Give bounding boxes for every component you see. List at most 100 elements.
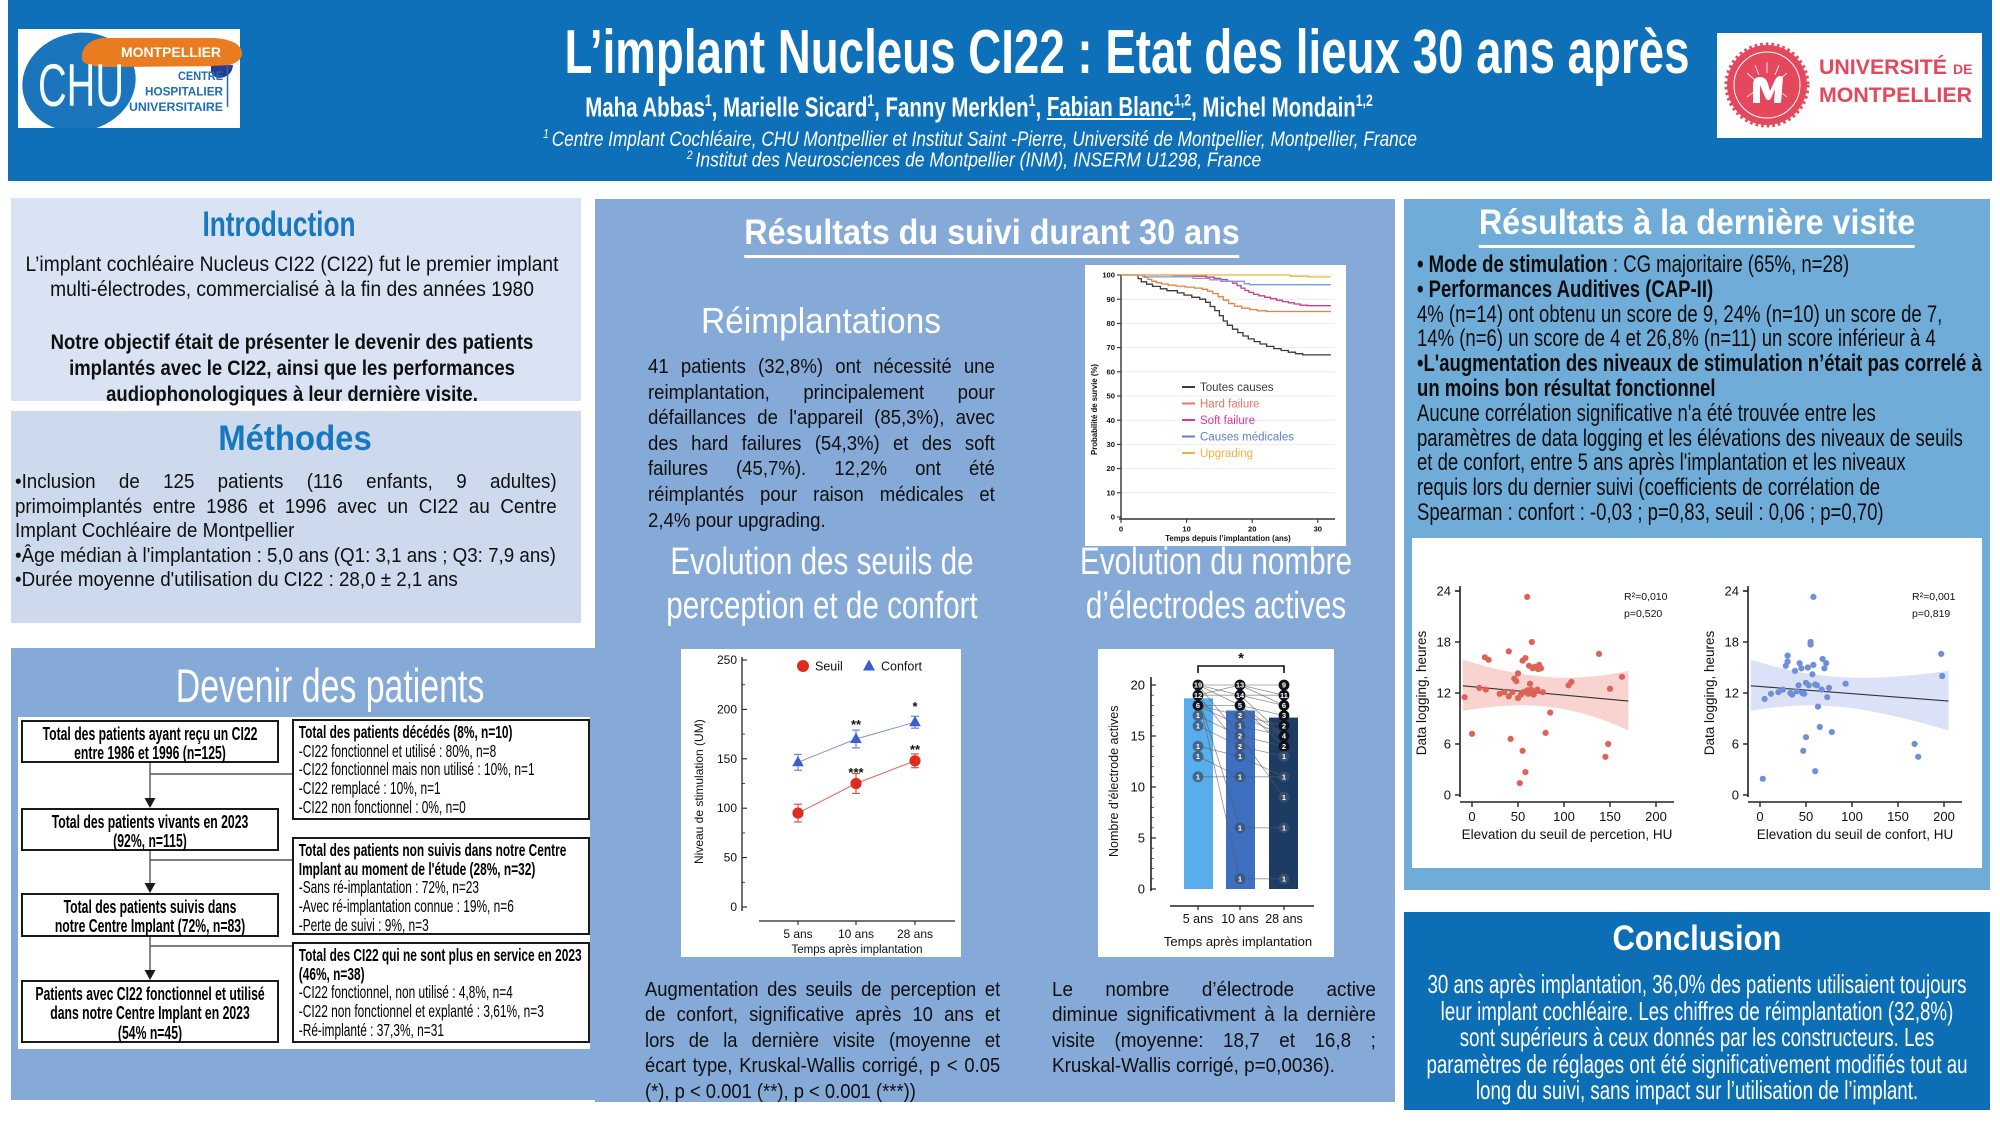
svg-text:6: 6 — [1196, 701, 1200, 710]
svg-text:p=0,520: p=0,520 — [1624, 608, 1662, 620]
svg-text:*: * — [1238, 650, 1244, 667]
svg-text:1: 1 — [1238, 823, 1242, 832]
svg-text:DE: DE — [1953, 61, 1972, 77]
svg-text:12: 12 — [1725, 686, 1739, 701]
svg-text:15: 15 — [1131, 729, 1145, 744]
svg-text:12: 12 — [1437, 686, 1451, 701]
svg-text:28 ans: 28 ans — [1265, 912, 1303, 926]
svg-text:1: 1 — [1282, 874, 1286, 883]
svg-text:0: 0 — [1111, 513, 1115, 522]
svg-text:R²=0,010: R²=0,010 — [1624, 591, 1668, 603]
svg-text:Temps depuis l’implantation (a: Temps depuis l’implantation (ans) — [1165, 534, 1291, 543]
svg-text:Data logging, heures: Data logging, heures — [1414, 630, 1429, 755]
svg-text:5: 5 — [1138, 831, 1145, 846]
svg-text:Soft failure: Soft failure — [1200, 415, 1255, 427]
svg-text:0: 0 — [1468, 809, 1475, 824]
svg-text:1: 1 — [1196, 721, 1200, 730]
svg-text:12: 12 — [1194, 691, 1202, 700]
svg-text:24: 24 — [1437, 584, 1451, 599]
svg-text:MONTPELLIER: MONTPELLIER — [121, 45, 221, 60]
svg-text:2: 2 — [1282, 721, 1286, 730]
svg-text:1: 1 — [1238, 874, 1242, 883]
svg-text:1: 1 — [1196, 711, 1200, 720]
svg-text:2: 2 — [1282, 742, 1286, 751]
svg-text:Seuil: Seuil — [815, 660, 843, 674]
svg-text:200: 200 — [1933, 809, 1955, 824]
svg-text:Elevation du seuil de confort,: Elevation du seuil de confort, HU — [1757, 827, 1954, 842]
svg-text:1: 1 — [1238, 772, 1242, 781]
svg-text:Causes médicales: Causes médicales — [1200, 432, 1294, 444]
svg-text:10 ans: 10 ans — [1221, 912, 1259, 926]
svg-text:CENTRE: CENTRE — [178, 71, 223, 83]
svg-text:4: 4 — [1282, 732, 1287, 741]
svg-text:3: 3 — [1282, 711, 1286, 720]
svg-text:0: 0 — [730, 900, 737, 914]
svg-text:70: 70 — [1107, 343, 1115, 352]
svg-text:100: 100 — [717, 801, 737, 815]
svg-text:19: 19 — [1194, 681, 1202, 690]
svg-text:50: 50 — [724, 851, 738, 865]
svg-text:50: 50 — [1107, 392, 1115, 401]
svg-text:1: 1 — [1196, 742, 1200, 751]
svg-text:1: 1 — [1282, 793, 1286, 802]
svg-text:HOSPITALIER: HOSPITALIER — [145, 87, 224, 99]
svg-text:Nombre d’électrode actives: Nombre d’électrode actives — [1107, 706, 1121, 857]
svg-text:Data logging, heures: Data logging, heures — [1702, 630, 1717, 755]
svg-text:150: 150 — [717, 752, 737, 766]
svg-text:1: 1 — [1238, 721, 1242, 730]
svg-text:**: ** — [851, 717, 862, 732]
svg-text:24: 24 — [1725, 584, 1739, 599]
svg-text:28 ans: 28 ans — [897, 927, 933, 941]
svg-text:40: 40 — [1107, 416, 1115, 425]
svg-text:**: ** — [910, 742, 921, 757]
svg-text:30: 30 — [1107, 440, 1115, 449]
svg-text:2: 2 — [1238, 742, 1242, 751]
svg-text:UNIVERSITÉ: UNIVERSITÉ — [1819, 56, 1947, 79]
svg-text:6: 6 — [1444, 737, 1451, 752]
svg-text:200: 200 — [1645, 809, 1667, 824]
svg-text:Temps après implantation: Temps après implantation — [1164, 934, 1312, 949]
svg-text:10: 10 — [1107, 488, 1115, 497]
svg-text:2: 2 — [1238, 732, 1242, 741]
svg-text:Hard failure: Hard failure — [1200, 399, 1259, 411]
svg-text:Elevation du seuil de percetio: Elevation du seuil de percetion, HU — [1462, 827, 1673, 842]
svg-text:***: *** — [848, 765, 864, 780]
svg-text:100: 100 — [1841, 809, 1863, 824]
svg-text:*: * — [912, 699, 918, 714]
svg-text:100: 100 — [1102, 271, 1115, 280]
svg-text:0: 0 — [1119, 525, 1123, 534]
svg-text:MONTPELLIER: MONTPELLIER — [1819, 84, 1972, 107]
svg-text:6: 6 — [1732, 737, 1739, 752]
svg-text:10: 10 — [1131, 780, 1145, 795]
svg-text:Niveau de stimulation (UM): Niveau de stimulation (UM) — [692, 719, 706, 864]
svg-text:20: 20 — [1131, 678, 1145, 693]
svg-text:10 ans: 10 ans — [838, 927, 874, 941]
svg-text:Probabilité de survie (%): Probabilité de survie (%) — [1090, 364, 1099, 455]
svg-text:50: 50 — [1799, 809, 1813, 824]
svg-text:0: 0 — [1444, 788, 1451, 803]
svg-text:50: 50 — [1511, 809, 1525, 824]
svg-text:2: 2 — [1238, 711, 1242, 720]
svg-text:1: 1 — [1282, 772, 1286, 781]
svg-text:150: 150 — [1887, 809, 1909, 824]
svg-text:1: 1 — [1282, 752, 1286, 761]
svg-text:0: 0 — [1138, 882, 1145, 897]
svg-text:CHU: CHU — [38, 52, 124, 119]
svg-text:9: 9 — [1282, 681, 1286, 690]
svg-text:R²=0,001: R²=0,001 — [1912, 591, 1956, 603]
svg-text:100: 100 — [1553, 809, 1575, 824]
svg-text:90: 90 — [1107, 295, 1115, 304]
svg-text:1: 1 — [1196, 772, 1200, 781]
svg-text:Temps après implantation: Temps après implantation — [791, 944, 922, 956]
svg-text:60: 60 — [1107, 367, 1115, 376]
svg-text:1: 1 — [1196, 752, 1200, 761]
svg-text:150: 150 — [1599, 809, 1621, 824]
svg-text:1: 1 — [1238, 752, 1242, 761]
svg-text:30: 30 — [1314, 525, 1322, 534]
svg-text:Toutes causes: Toutes causes — [1200, 382, 1274, 394]
svg-text:Upgrading: Upgrading — [1200, 448, 1253, 460]
svg-text:80: 80 — [1107, 319, 1115, 328]
svg-text:14: 14 — [1236, 691, 1245, 700]
svg-text:0: 0 — [1732, 788, 1739, 803]
svg-text:6: 6 — [1282, 701, 1286, 710]
